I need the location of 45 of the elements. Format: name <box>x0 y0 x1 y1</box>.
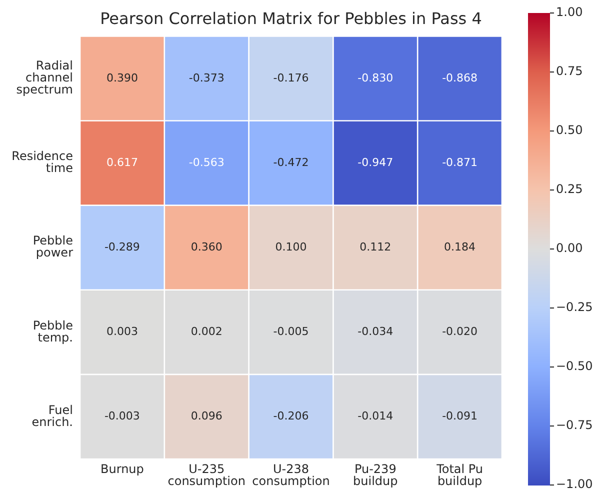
color-bar-label: −1.00 <box>556 477 593 491</box>
color-bar-label: −0.25 <box>556 300 593 314</box>
data-label: -0.830 <box>358 71 394 84</box>
data-label: 0.100 <box>275 240 307 254</box>
x-tick-label: U-235 consumption <box>168 462 246 488</box>
data-label: -0.003 <box>104 410 140 423</box>
data-label: -0.289 <box>104 240 140 254</box>
x-tick-label: Total Pu buildup <box>436 462 484 488</box>
color-bar-label: 1.00 <box>556 5 583 20</box>
x-tick-label: Burnup <box>100 462 144 476</box>
chart-title: Pearson Correlation Matrix for Pebbles in Pass 4 <box>100 8 482 28</box>
data-label: 0.112 <box>360 240 392 254</box>
color-bar-label: 0.50 <box>556 123 583 138</box>
data-label: -0.091 <box>442 410 478 423</box>
y-tick-label: Residence time <box>12 149 73 176</box>
color-bar-label: −0.50 <box>556 359 593 374</box>
data-label: -0.373 <box>188 71 224 84</box>
color-bar-label: 0.75 <box>556 64 583 78</box>
data-label: -0.034 <box>358 325 394 338</box>
data-label: 0.390 <box>106 71 138 84</box>
x-tick-label: Pu-239 buildup <box>353 462 398 488</box>
data-label: -0.005 <box>273 325 309 338</box>
color-bar-label: 0.25 <box>556 182 583 196</box>
y-tick-label: Radial channel spectrum <box>16 58 73 97</box>
data-label: 0.096 <box>190 410 222 423</box>
data-label: -0.947 <box>358 156 394 169</box>
data-label: 0.002 <box>190 325 222 338</box>
y-tick-label: Fuel enrich. <box>32 402 73 429</box>
data-label: 0.003 <box>106 325 138 338</box>
data-label: 0.184 <box>444 240 476 254</box>
data-label: -0.563 <box>188 156 224 169</box>
data-label: -0.020 <box>442 325 478 338</box>
data-label: 0.360 <box>190 240 222 254</box>
y-tick-label: Pebble power <box>32 234 74 260</box>
y-tick-label: Pebble temp. <box>32 318 73 344</box>
x-tick-label: U-238 consumption <box>252 462 330 488</box>
data-label: -0.472 <box>273 156 309 169</box>
data-label: -0.206 <box>273 410 309 423</box>
color-bar-label: −0.75 <box>556 418 593 432</box>
data-label: 0.617 <box>106 156 138 169</box>
data-label: -0.871 <box>442 156 478 169</box>
data-label: -0.868 <box>442 71 478 84</box>
data-label: -0.176 <box>273 71 309 84</box>
data-label: -0.014 <box>358 410 394 423</box>
color-bar-label: 0.00 <box>556 241 583 256</box>
